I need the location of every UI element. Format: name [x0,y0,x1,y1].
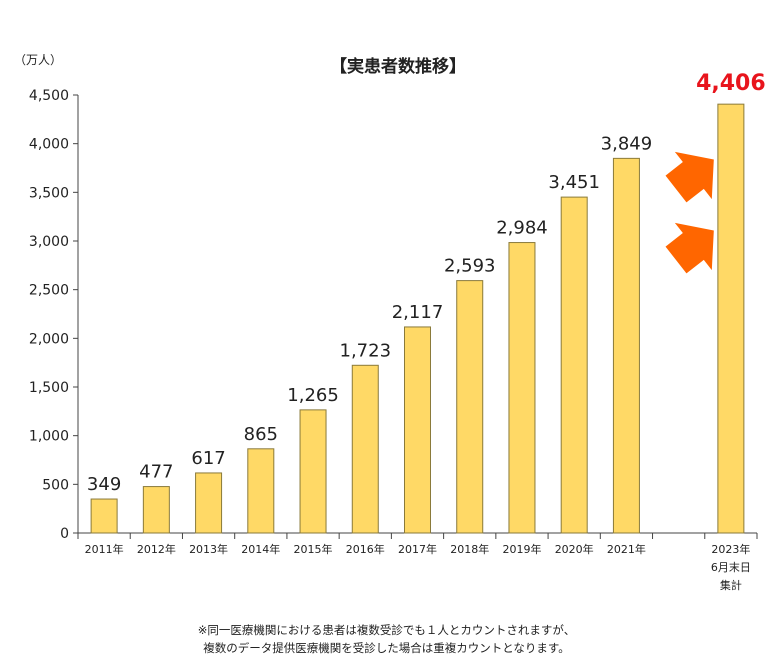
bar [717,103,745,534]
y-tick-label: 500 [42,477,69,493]
data-label: 1,723 [340,340,392,361]
bar [299,409,327,534]
x-tick-label: 2016年 [346,542,385,556]
bar [612,157,640,534]
data-label: 3,451 [548,172,600,193]
bar [404,326,431,534]
bar-chart: 【実患者数推移】 （万人） 0 500 1,000 1,500 2,000 2,500 3,… [14,53,766,592]
data-label: 349 [87,474,121,495]
data-label: 2,117 [392,302,444,323]
y-tick-label: 1,500 [29,380,69,396]
data-label: 2,593 [444,256,496,277]
bar [560,196,588,534]
y-tick-label: 4,000 [29,137,69,153]
x-tick-label: 2020年 [555,542,594,556]
y-tick-label: 1,000 [29,429,69,445]
data-label: 865 [244,424,278,445]
y-tick-label: 3,500 [29,185,69,201]
footnote-line-2: 複数のデータ提供医療機関を受診した場合は重複カウントとなります。 [203,641,570,655]
footnote: ※同一医療機関における患者は複数受診でも１人とカウントされますが、 複数のデータ… [0,621,773,657]
bar [195,472,223,534]
x-tick-label: 6月末日 [711,560,751,574]
bar [90,498,118,534]
x-tick-label: 2017年 [398,542,437,556]
x-tick-label: 2013年 [189,542,228,556]
data-label: 617 [191,448,225,469]
data-label: 477 [139,462,173,483]
x-tick-label: 2011年 [85,542,124,556]
data-label-highlight: 4,406 [696,71,766,96]
x-tick-label: 2015年 [294,542,333,556]
x-tick-label: 2018年 [450,542,489,556]
x-tick-label: 2023年 [711,542,750,556]
y-tick-label: 2,500 [29,283,69,299]
y-axis-unit-label: （万人） [14,53,62,67]
data-label: 3,849 [601,133,653,154]
chart-title: 【実患者数推移】 [330,56,466,77]
bars [90,103,745,534]
bar [508,242,536,534]
x-axis: 2011年 2012年 2013年 2014年 2015年 2016年 2017年 2018年… [77,532,758,592]
y-tick-label: 3,000 [29,234,69,250]
data-label: 2,984 [496,218,548,239]
y-tick-label: 4,500 [29,88,69,104]
bar [142,486,170,534]
x-tick-label: 2012年 [137,542,176,556]
footnote-line-1: ※同一医療機関における患者は複数受診でも１人とカウントされますが、 [197,623,576,637]
y-axis: 0 500 1,000 1,500 2,000 2,500 3,000 3,500 4,000 4… [29,88,79,542]
x-tick-label: 2019年 [502,542,541,556]
x-tick-label: 集計 [720,578,742,592]
bar [351,364,379,534]
y-tick-label: 0 [60,526,69,542]
bar [247,448,275,534]
x-tick-label: 2014年 [241,542,280,556]
bar [456,280,484,534]
data-label: 1,265 [287,385,339,406]
y-tick-label: 2,000 [29,331,69,347]
x-tick-label: 2021年 [607,542,646,556]
